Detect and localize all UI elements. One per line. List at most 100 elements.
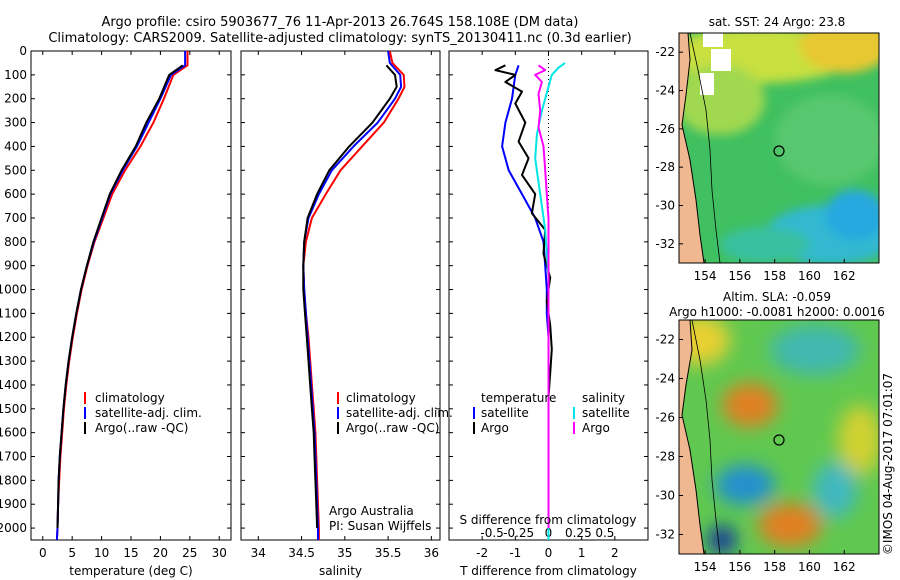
sst-map-title: sat. SST: 24 Argo: 23.8 [709, 15, 846, 29]
map-y-tick-label: -32 [655, 528, 675, 542]
map-x-tick-label: 156 [728, 560, 751, 574]
x-tick-label: 35.5 [375, 546, 402, 560]
map-y-tick-label: -22 [655, 45, 675, 59]
annotation-argo-australia: Argo Australia [329, 504, 414, 518]
sla-land [679, 320, 705, 554]
sla-map: Altim. SLA: -0.059 Argo h1000: -0.0081 h… [655, 290, 885, 574]
x-axis-label: temperature (deg C) [69, 564, 192, 578]
x-tick-label: 5 [68, 546, 76, 560]
y-tick-label: 1700 [0, 450, 27, 464]
y-tick-label: 500 [4, 163, 27, 177]
x-tick-label: 10 [94, 546, 109, 560]
s-difference-axis-label: S difference from climatology [460, 513, 637, 527]
sla-map-title-line1: Altim. SLA: -0.059 [723, 290, 831, 304]
sla-depth-contour [691, 320, 721, 554]
legend-satellite-label: satellite-adj. clim. [95, 406, 202, 420]
legend-argo-label: Argo(..raw -QC) [346, 421, 439, 435]
y-tick-label: 600 [4, 187, 27, 201]
map-x-tick-label: 156 [728, 269, 751, 283]
y-tick-label: 1400 [0, 378, 27, 392]
y-tick-label: 700 [4, 211, 27, 225]
x-tick-label: 34.5 [288, 546, 315, 560]
series-line-argo-raw-qc- [302, 64, 398, 529]
map-y-tick-label: -26 [655, 411, 675, 425]
sla-map-title-line2: Argo h1000: -0.0081 h2000: 0.0016 [669, 305, 885, 319]
map-x-tick-label: 160 [798, 560, 821, 574]
y-tick-label: 1100 [0, 306, 27, 320]
y-tick-label: 100 [4, 68, 27, 82]
x-tick-label: 20 [153, 546, 168, 560]
sst-land [679, 33, 705, 263]
x-axis-label: salinity [319, 564, 362, 578]
sla-low-patch [770, 325, 860, 375]
map-x-tick-label: 162 [833, 560, 856, 574]
sst-map-frame [678, 32, 880, 264]
x-tick-label: 25 [182, 546, 197, 560]
y-tick-label: 200 [4, 92, 27, 106]
map-y-tick-label: -30 [655, 199, 675, 213]
map-y-tick-label: -32 [655, 237, 675, 251]
series-line-s-argo [534, 64, 550, 529]
salinity-panel: 34 34.5 35 35.5 36 salinity [240, 50, 441, 578]
plot-frame [30, 50, 232, 541]
legend-s-satellite-label: satellite [582, 406, 630, 420]
x-tick-label: 0 [545, 546, 553, 560]
y-tick-label: 1600 [0, 426, 27, 440]
y-tick-label: 900 [4, 259, 27, 273]
map-x-tick-label: 162 [833, 269, 856, 283]
temperature-panel: 0100200300400500600700800900100011001200… [0, 44, 232, 578]
y-tick-label: 1300 [0, 354, 27, 368]
plot-frame [240, 50, 441, 541]
x-tick-label: 30 [212, 546, 227, 560]
x-tick-label: 36 [424, 546, 439, 560]
sla-low-patch [715, 465, 775, 505]
sst-missing-data [700, 73, 714, 95]
sla-profile-marker [773, 434, 785, 446]
legend-t-argo-label: Argo [481, 421, 509, 435]
s-tick-label: -0.5 [480, 526, 503, 540]
y-tick-label: 2000 [0, 521, 27, 535]
x-tick-label: -2 [476, 546, 488, 560]
y-tick-label: 1000 [0, 283, 27, 297]
sst-cool-patch [720, 227, 810, 263]
y-tick-label: 1800 [0, 473, 27, 487]
map-y-tick-label: -30 [655, 489, 675, 503]
legend-argo-label: Argo(..raw -QC) [95, 421, 188, 435]
difference-panel: -2 -1 0 1 2 T difference from climatology -0.5… [448, 50, 649, 578]
map-y-tick-label: -24 [655, 372, 675, 386]
x-tick-label: 35 [337, 546, 352, 560]
series-line-t-argo [494, 64, 553, 529]
legend-climatology-label: climatology [95, 391, 165, 405]
sst-cool-patch [825, 190, 879, 240]
map-y-tick-label: -28 [655, 160, 675, 174]
sst-mid-patch [775, 95, 879, 185]
legend-salinity-heading: salinity [582, 391, 625, 405]
sst-missing-data [703, 33, 723, 47]
annotation-pi: PI: Susan Wijffels [329, 519, 431, 533]
map-x-tick-label: 154 [694, 269, 717, 283]
difference-legend: temperature salinity satellite Argo sate… [460, 391, 637, 527]
s-tick-label: 0.5 [595, 526, 614, 540]
y-tick-label: 0 [19, 44, 27, 58]
x-axis-label: T difference from climatology [459, 564, 637, 578]
x-tick-label: 0 [39, 546, 47, 560]
map-y-tick-label: -22 [655, 333, 675, 347]
x-tick-label: 34 [251, 546, 266, 560]
imos-credit: ©IMOS 04-Aug-2017 07:01:07 [881, 373, 895, 555]
s-tick-label: 0.25 [565, 526, 592, 540]
legend-temperature-heading: temperature [481, 391, 556, 405]
sla-high-patch [758, 503, 822, 547]
map-x-tick-label: 158 [763, 560, 786, 574]
legend-climatology-label: climatology [346, 391, 416, 405]
sla-low-patch [813, 462, 857, 518]
y-tick-label: 800 [4, 235, 27, 249]
y-tick-label: 400 [4, 139, 27, 153]
map-x-tick-label: 160 [798, 269, 821, 283]
map-y-tick-label: -26 [655, 122, 675, 136]
salinity-legend: climatology satellite-adj. clim. Argo(..… [329, 391, 453, 533]
y-tick-label: 300 [4, 116, 27, 130]
map-x-tick-label: 154 [694, 560, 717, 574]
y-tick-label: 1500 [0, 402, 27, 416]
figure-title-line1: Argo profile: csiro 5903677_76 11-Apr-20… [102, 15, 579, 30]
